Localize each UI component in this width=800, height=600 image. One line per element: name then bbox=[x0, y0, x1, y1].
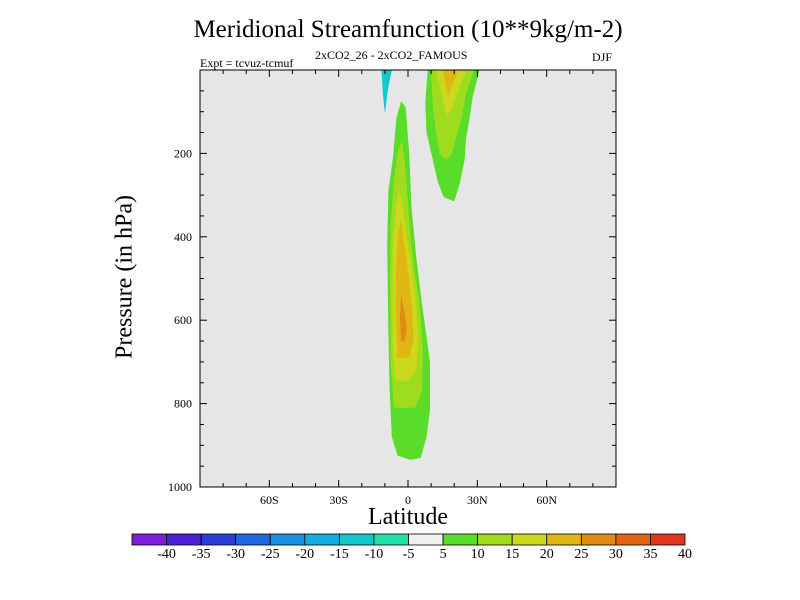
colorbar-label: 25 bbox=[574, 547, 588, 562]
colorbar-swatch bbox=[235, 533, 271, 546]
colorbar-swatch bbox=[304, 533, 340, 546]
colorbar-label: -40 bbox=[157, 547, 176, 562]
colorbar-swatch bbox=[166, 533, 202, 546]
colorbar-swatch bbox=[477, 533, 513, 546]
colorbar-swatch bbox=[650, 533, 686, 546]
contour-region-0 bbox=[387, 101, 430, 460]
chart-subtitle: Expt = tcvuz-tcmuf bbox=[200, 56, 294, 70]
plot-background bbox=[200, 70, 616, 487]
y-tick-label: 600 bbox=[174, 313, 192, 327]
chart-title: Meridional Streamfunction (10**9kg/m-2) bbox=[193, 16, 623, 43]
contour-region-3 bbox=[396, 220, 414, 358]
x-axis-label: Latitude bbox=[368, 504, 448, 530]
chart-subtitle-2: 2xCO2_26 - 2xCO2_FAMOUS bbox=[315, 48, 468, 62]
colorbar-swatch bbox=[373, 533, 409, 546]
colorbar-swatch bbox=[442, 533, 479, 546]
y-axis-label: Pressure (in hPa) bbox=[111, 195, 138, 359]
colorbar-swatch bbox=[408, 533, 444, 546]
contour-region-2 bbox=[392, 190, 419, 381]
colorbar-swatch bbox=[131, 533, 167, 546]
y-tick-label: 1000 bbox=[168, 480, 192, 494]
colorbar-label: -20 bbox=[295, 547, 314, 562]
colorbar-label: 10 bbox=[471, 547, 485, 562]
colorbar-swatch bbox=[200, 533, 237, 546]
y-tick-label: 200 bbox=[174, 146, 192, 160]
x-tick-label: 60N bbox=[536, 493, 557, 507]
y-tick-label: 400 bbox=[174, 230, 192, 244]
contour-region-1 bbox=[390, 140, 423, 408]
x-tick-label: 30N bbox=[467, 493, 488, 507]
colorbar-label: 35 bbox=[643, 547, 657, 562]
contour-region-7 bbox=[435, 70, 466, 116]
plot-frame bbox=[199, 69, 617, 488]
colorbar-swatch bbox=[580, 533, 617, 546]
season-label: DJF bbox=[592, 50, 613, 64]
colorbar-label: 20 bbox=[540, 547, 554, 562]
colorbar-swatch bbox=[615, 533, 651, 546]
colorbar-label: -15 bbox=[330, 547, 349, 562]
colorbar-label: -10 bbox=[365, 547, 384, 562]
contour-region-4 bbox=[399, 295, 407, 342]
colorbar-label: 40 bbox=[678, 547, 692, 562]
x-tick-label: 30S bbox=[329, 493, 348, 507]
contour-region-5 bbox=[425, 70, 480, 202]
colorbar-label: -35 bbox=[192, 547, 211, 562]
colorbar-swatch bbox=[511, 533, 548, 546]
colorbar-label: -5 bbox=[403, 547, 415, 562]
contour-region-8 bbox=[442, 70, 458, 95]
colorbar-swatch bbox=[546, 533, 582, 546]
colorbar-label: -25 bbox=[261, 547, 280, 562]
colorbar-swatch bbox=[269, 533, 306, 546]
colorbar-label: 5 bbox=[440, 547, 447, 562]
colorbar-label: 30 bbox=[609, 547, 623, 562]
contour-region-9 bbox=[381, 70, 392, 114]
colorbar-label: -30 bbox=[226, 547, 245, 562]
colorbar-swatch bbox=[338, 533, 375, 546]
x-tick-label: 60S bbox=[260, 493, 279, 507]
contour-region-6 bbox=[431, 70, 474, 160]
y-tick-label: 800 bbox=[174, 397, 192, 411]
colorbar-label: 15 bbox=[505, 547, 519, 562]
